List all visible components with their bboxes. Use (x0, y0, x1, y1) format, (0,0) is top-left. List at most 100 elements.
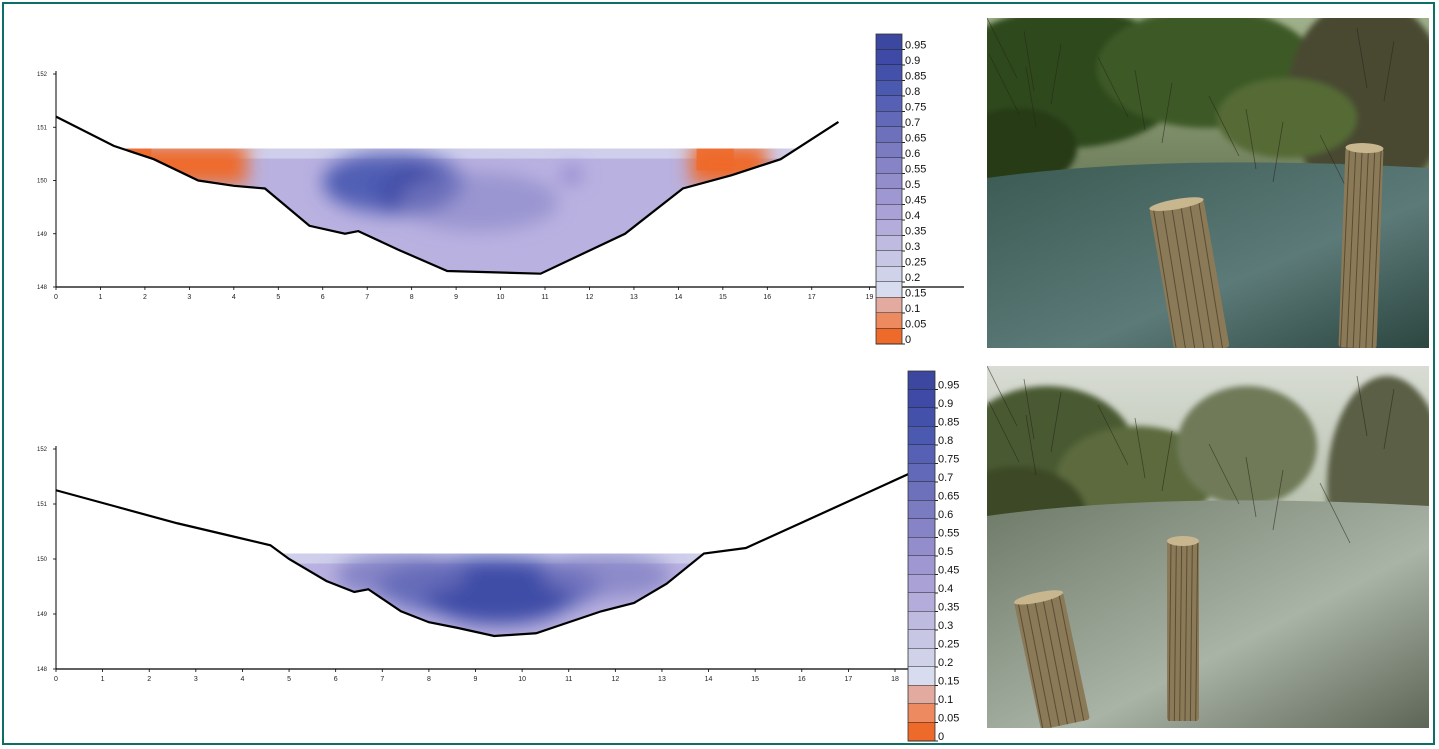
colorbar-label: 0.7 (938, 472, 953, 484)
colorbar-label: 0.4 (938, 583, 953, 595)
x-tick-label: 9 (454, 294, 458, 301)
colorbar-swatch (876, 220, 902, 236)
x-tick-label: 14 (674, 294, 682, 301)
colorbar-swatch (908, 667, 935, 686)
colorbar-swatch (876, 282, 902, 298)
branch (1134, 69, 1146, 131)
colorbar-label: 0.1 (905, 303, 920, 315)
x-tick-label: 5 (287, 676, 291, 683)
colorbar-label: 0.85 (905, 71, 926, 83)
colorbar-swatch (908, 722, 935, 742)
x-tick-label: 15 (751, 676, 759, 683)
colorbar-label: 0.6 (938, 509, 953, 521)
x-tick-label: 16 (798, 676, 806, 683)
velocity-field (167, 550, 784, 636)
riverbed-profile (55, 115, 840, 275)
colorbar-swatch (876, 96, 902, 112)
velocity-core (335, 553, 467, 598)
branch (1272, 469, 1284, 531)
x-tick-label: 14 (705, 676, 713, 683)
y-tick-label: 152 (37, 447, 48, 453)
colorbar-swatch (908, 445, 935, 464)
branch (1356, 27, 1368, 89)
colorbar-swatch (876, 34, 902, 50)
colorbar-swatch (908, 500, 935, 520)
colorbar-border (907, 370, 936, 742)
x-tick-label: 6 (334, 676, 338, 683)
colorbar-swatch (908, 611, 935, 631)
river-photo-bottom-svg (987, 366, 1429, 728)
colorbar-swatch (876, 158, 902, 174)
x-tick-label: 3 (194, 676, 198, 683)
colorbar-label: 0.5 (905, 179, 920, 191)
low-velocity-zone (727, 550, 784, 590)
colorbar-swatch (908, 463, 935, 483)
y-tick-label: 148 (37, 667, 48, 673)
colorbar-top: 0.95 0.9 0.85 0.8 0.75 0.7 0.65 0.6 0.55 0.5 0.45 0… (872, 32, 964, 347)
colorbar-swatch (876, 189, 902, 205)
colorbar-label: 0 (905, 334, 911, 346)
branch (1050, 391, 1062, 453)
y-tick-label: 152 (37, 72, 48, 78)
colorbar-bottom: 0.95 0.9 0.85 0.8 0.75 0.7 0.65 0.6 0.55 0.5 0.45 0… (904, 369, 984, 744)
x-tick-label: 2 (143, 294, 147, 301)
colorbar-label: 0.3 (938, 620, 953, 632)
x-tick-label: 13 (630, 294, 638, 301)
colorbar-swatch (876, 111, 902, 128)
x-tick-label: 1 (101, 676, 105, 683)
branch (1161, 430, 1173, 492)
x-tick-label: 7 (365, 294, 369, 301)
branch (1356, 375, 1368, 437)
colorbar-label: 0.6 (905, 148, 920, 160)
x-tick-label: 15 (719, 294, 727, 301)
colorbar-label: 0 (938, 731, 944, 743)
branch (1025, 66, 1037, 128)
colorbar-swatch (876, 204, 902, 221)
branch (1245, 108, 1257, 170)
colorbar-swatch (876, 173, 902, 190)
y-tick-label: 149 (37, 612, 48, 618)
colorbar-label: 0.2 (938, 657, 953, 669)
x-tick-label: 7 (380, 676, 384, 683)
cross-section-chart-bottom: 0 1 2 3 4 5 6 7 8 9 10 11 12 13 14 15 16 17 18 152 151 150 149… (4, 356, 994, 744)
colorbar-swatch (908, 482, 935, 501)
x-tick-label: 16 (763, 294, 771, 301)
colorbar-label: 0.9 (905, 55, 920, 67)
x-tick-label: 5 (276, 294, 280, 301)
colorbar-swatch (908, 704, 935, 723)
river-photo-top (987, 18, 1429, 348)
branch (1050, 43, 1062, 105)
colorbar-swatch (908, 408, 935, 427)
colorbar-label: 0.25 (938, 639, 959, 651)
x-tick-label: 0 (54, 294, 58, 301)
colorbar-label: 0.65 (905, 133, 926, 145)
x-tick-label: 0 (54, 676, 58, 683)
y-tick-label: 150 (37, 179, 48, 185)
x-tick-label: 3 (187, 294, 191, 301)
x-tick-label: 18 (891, 676, 899, 683)
river-water (987, 500, 1429, 728)
velocity-field (121, 148, 798, 274)
colorbar-svg-bottom: 0.95 0.9 0.85 0.8 0.75 0.7 0.65 0.6 0.55 0.5 0.45 0… (907, 370, 959, 743)
colorbar-swatch (876, 65, 902, 81)
branch (988, 53, 1020, 115)
y-tick-label: 151 (37, 502, 48, 508)
colorbar-swatch (876, 127, 902, 143)
branch (1383, 388, 1395, 450)
y-tick-label: 148 (37, 285, 48, 291)
x-tick-label: 9 (474, 676, 478, 683)
colorbar-label: 0.2 (905, 272, 920, 284)
low-velocity-zone (167, 550, 266, 590)
colorbar-swatch (876, 251, 902, 267)
colorbar-swatch (876, 297, 902, 314)
branch (1383, 40, 1395, 102)
cross-section-svg-top: 0 1 2 3 4 5 6 7 8 9 10 11 12 13 14 15 16 17 19152151150149… (37, 71, 964, 301)
colorbar-label: 0.7 (905, 117, 920, 129)
tree-stump (1167, 536, 1199, 722)
velocity-core (322, 159, 394, 202)
colorbar-svg-top: 0.95 0.9 0.85 0.8 0.75 0.7 0.65 0.6 0.55 0.5 0.45 0… (875, 33, 926, 346)
colorbar-swatch (908, 556, 935, 575)
branch (1161, 82, 1173, 144)
colorbar-swatch (908, 537, 935, 557)
colorbar-label: 0.1 (938, 694, 953, 706)
